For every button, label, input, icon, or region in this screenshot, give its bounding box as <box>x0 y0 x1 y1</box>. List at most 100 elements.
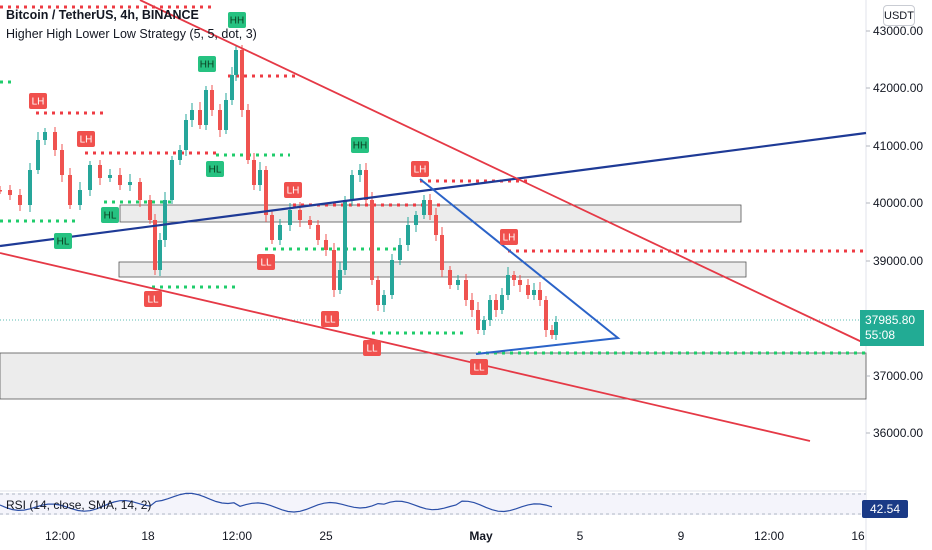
candle-body <box>338 270 342 290</box>
pivot-marker-box <box>77 131 95 147</box>
pivot-marker-label: HL <box>104 211 117 222</box>
rsi-legend[interactable]: RSI (14, close, SMA, 14, 2) <box>6 498 152 512</box>
pivot-marker-box <box>228 12 246 28</box>
candle-body <box>204 90 208 125</box>
x-tick: 12:00 <box>753 529 785 543</box>
candle-body <box>190 110 194 120</box>
strategy-legend[interactable]: Higher High Lower Low Strategy (5, 5, do… <box>6 27 257 41</box>
currency-button[interactable]: USDT <box>883 5 915 26</box>
candle-body <box>118 175 122 185</box>
candle-body <box>8 190 12 195</box>
candle-body <box>324 240 328 250</box>
pivot-marker-box <box>206 161 224 177</box>
pivot-marker-box <box>29 93 47 109</box>
candle-body <box>53 132 57 150</box>
candle-body <box>554 322 558 335</box>
candle-body <box>376 280 380 305</box>
pivot-marker-label: LH <box>80 135 93 146</box>
candle-body <box>36 140 40 170</box>
candle-body <box>440 235 444 270</box>
candle-body <box>28 170 32 205</box>
candle-body <box>550 330 554 335</box>
y-tick: 40000.00 <box>873 196 924 210</box>
candle-body <box>434 215 438 235</box>
resistance-zone-lower <box>118 261 747 278</box>
symbol-title[interactable]: Bitcoin / TetherUS, 4h, BINANCE <box>6 8 199 22</box>
candle-body <box>270 215 274 240</box>
candle-body <box>390 260 394 295</box>
rsi-value-badge: 42.54 <box>862 500 908 518</box>
pivot-marker-lh: LH <box>77 131 95 147</box>
pivot-marker-lh: LH <box>29 93 47 109</box>
pivot-marker-hl: HL <box>101 207 119 223</box>
candle-body <box>382 295 386 305</box>
x-tick: 12:00 <box>221 529 253 543</box>
current-price-label[interactable]: 37985.80 55:08 <box>860 310 924 346</box>
candle-body <box>398 245 402 260</box>
pivot-marker-label: LL <box>324 315 336 326</box>
candle-body <box>68 175 72 205</box>
rsi-line <box>0 492 553 513</box>
candle-body <box>170 160 174 200</box>
pivot-marker-label: LL <box>147 295 159 306</box>
pivot-marker-label: LH <box>32 97 45 108</box>
y-tick: 43000.00 <box>873 24 924 38</box>
y-tick: 37000.00 <box>873 369 924 383</box>
candle-body <box>198 110 202 125</box>
candle-body <box>456 280 460 285</box>
pivot-marker-label: LL <box>260 258 272 269</box>
candle-body <box>448 270 452 285</box>
pivot-marker-box <box>411 161 429 177</box>
candle-body <box>224 100 228 130</box>
y-tick: 42000.00 <box>873 81 924 95</box>
descending-trendline-lower <box>0 252 811 442</box>
triangle-pattern <box>419 178 621 355</box>
pivot-marker-ll: LL <box>144 291 162 307</box>
candle-body <box>544 300 548 330</box>
candle-body <box>414 215 418 225</box>
candle-body <box>476 310 480 330</box>
candle-body <box>264 170 268 215</box>
candle-body <box>218 110 222 130</box>
pivot-marker-box <box>321 311 339 327</box>
candle-body <box>138 182 142 200</box>
rsi-background <box>0 493 866 515</box>
candle-body <box>153 220 157 270</box>
descending-trendline-upper <box>139 0 863 343</box>
candle-body <box>406 225 410 245</box>
candle-body <box>78 190 82 205</box>
candle-body <box>148 200 152 220</box>
pivot-marker-ll: LL <box>257 254 275 270</box>
candle-body <box>60 150 64 175</box>
candle-body <box>482 320 486 330</box>
current-price-value: 37985.80 <box>865 313 916 327</box>
candle-body <box>0 190 2 192</box>
pivot-marker-lh: LH <box>284 182 302 198</box>
candle-body <box>298 210 302 220</box>
candle-body <box>308 220 312 225</box>
pivot-marker-ll: LL <box>470 359 488 375</box>
candle-body <box>278 225 282 240</box>
candle-body <box>488 300 492 320</box>
candle-body <box>108 175 112 178</box>
candle-body <box>128 182 132 185</box>
pivot-marker-ll: LL <box>321 311 339 327</box>
candlestick-series <box>0 45 558 340</box>
support-zone <box>0 352 867 400</box>
pivot-marker-box <box>500 229 518 245</box>
candle-body <box>98 165 102 178</box>
x-tick: 5 <box>576 529 584 543</box>
pivot-marker-label: HH <box>353 141 367 152</box>
pivot-marker-box <box>198 56 216 72</box>
x-tick: 16 <box>851 529 865 543</box>
pivot-marker-box <box>363 340 381 356</box>
pivot-marker-box <box>351 137 369 153</box>
x-tick: May <box>469 529 493 543</box>
candle-body <box>343 200 347 270</box>
pivot-marker-hh: HH <box>198 56 216 72</box>
candle-body <box>88 165 92 190</box>
candle-body <box>494 300 498 310</box>
candle-body <box>230 75 234 100</box>
pivot-marker-label: LH <box>414 165 427 176</box>
